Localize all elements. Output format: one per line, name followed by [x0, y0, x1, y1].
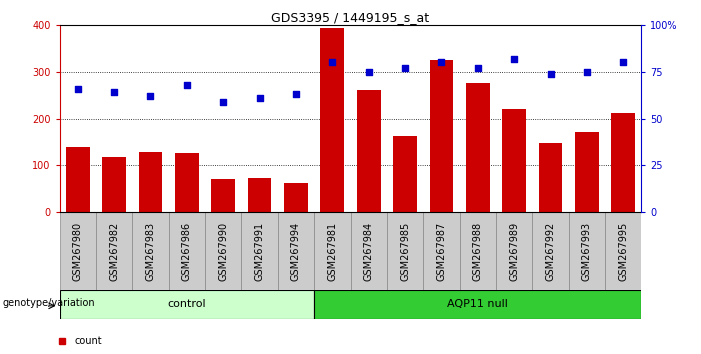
Bar [387, 212, 423, 290]
Bar [430, 60, 454, 212]
Bar [247, 178, 271, 212]
Text: GSM267985: GSM267985 [400, 222, 410, 281]
Bar [357, 90, 381, 212]
Point [436, 59, 447, 65]
Title: GDS3395 / 1449195_s_at: GDS3395 / 1449195_s_at [271, 11, 430, 24]
Bar [205, 212, 241, 290]
Text: GSM267992: GSM267992 [545, 222, 555, 281]
Bar [96, 212, 132, 290]
Bar [496, 212, 532, 290]
Text: GSM267994: GSM267994 [291, 222, 301, 281]
Bar [538, 143, 562, 212]
Bar [350, 212, 387, 290]
Text: GSM267989: GSM267989 [509, 222, 519, 281]
Bar [278, 212, 314, 290]
Text: genotype/variation: genotype/variation [3, 298, 95, 308]
Point [290, 91, 301, 97]
Text: GSM267990: GSM267990 [218, 222, 229, 281]
Bar [314, 290, 641, 319]
Bar [284, 183, 308, 212]
Text: GSM267991: GSM267991 [254, 222, 264, 281]
Point [145, 93, 156, 99]
Bar [423, 212, 460, 290]
Bar [60, 212, 96, 290]
Point [400, 65, 411, 71]
Text: GSM267986: GSM267986 [182, 222, 192, 281]
Bar [503, 109, 526, 212]
Point [363, 69, 374, 74]
Bar [393, 136, 417, 212]
Point [254, 95, 265, 101]
Bar [139, 152, 163, 212]
Text: GSM267981: GSM267981 [327, 222, 337, 281]
Bar [611, 113, 635, 212]
Bar [320, 28, 344, 212]
Bar [532, 212, 569, 290]
Point [72, 86, 83, 91]
Bar [314, 212, 350, 290]
Bar [175, 153, 198, 212]
Point [217, 99, 229, 104]
Point [618, 59, 629, 65]
Bar [212, 179, 235, 212]
Bar [102, 157, 126, 212]
Text: GSM267980: GSM267980 [73, 222, 83, 281]
Text: GSM267987: GSM267987 [437, 222, 447, 281]
Text: GSM267984: GSM267984 [364, 222, 374, 281]
Text: control: control [168, 299, 206, 309]
Bar [466, 84, 489, 212]
Bar [66, 147, 90, 212]
Bar [241, 212, 278, 290]
Bar [60, 290, 314, 319]
Text: GSM267982: GSM267982 [109, 222, 119, 281]
Text: GSM267983: GSM267983 [146, 222, 156, 281]
Bar [132, 212, 169, 290]
Bar [569, 212, 605, 290]
Point [581, 69, 592, 74]
Text: AQP11 null: AQP11 null [447, 299, 508, 309]
Bar [460, 212, 496, 290]
Point [109, 90, 120, 95]
Text: GSM267993: GSM267993 [582, 222, 592, 281]
Point [508, 56, 519, 61]
Text: GSM267988: GSM267988 [472, 222, 483, 281]
Text: count: count [74, 336, 102, 346]
Bar [605, 212, 641, 290]
Point [182, 82, 193, 88]
Point [327, 59, 338, 65]
Text: GSM267995: GSM267995 [618, 222, 628, 281]
Bar [575, 132, 599, 212]
Point [545, 71, 556, 76]
Bar [169, 212, 205, 290]
Point [472, 65, 484, 71]
